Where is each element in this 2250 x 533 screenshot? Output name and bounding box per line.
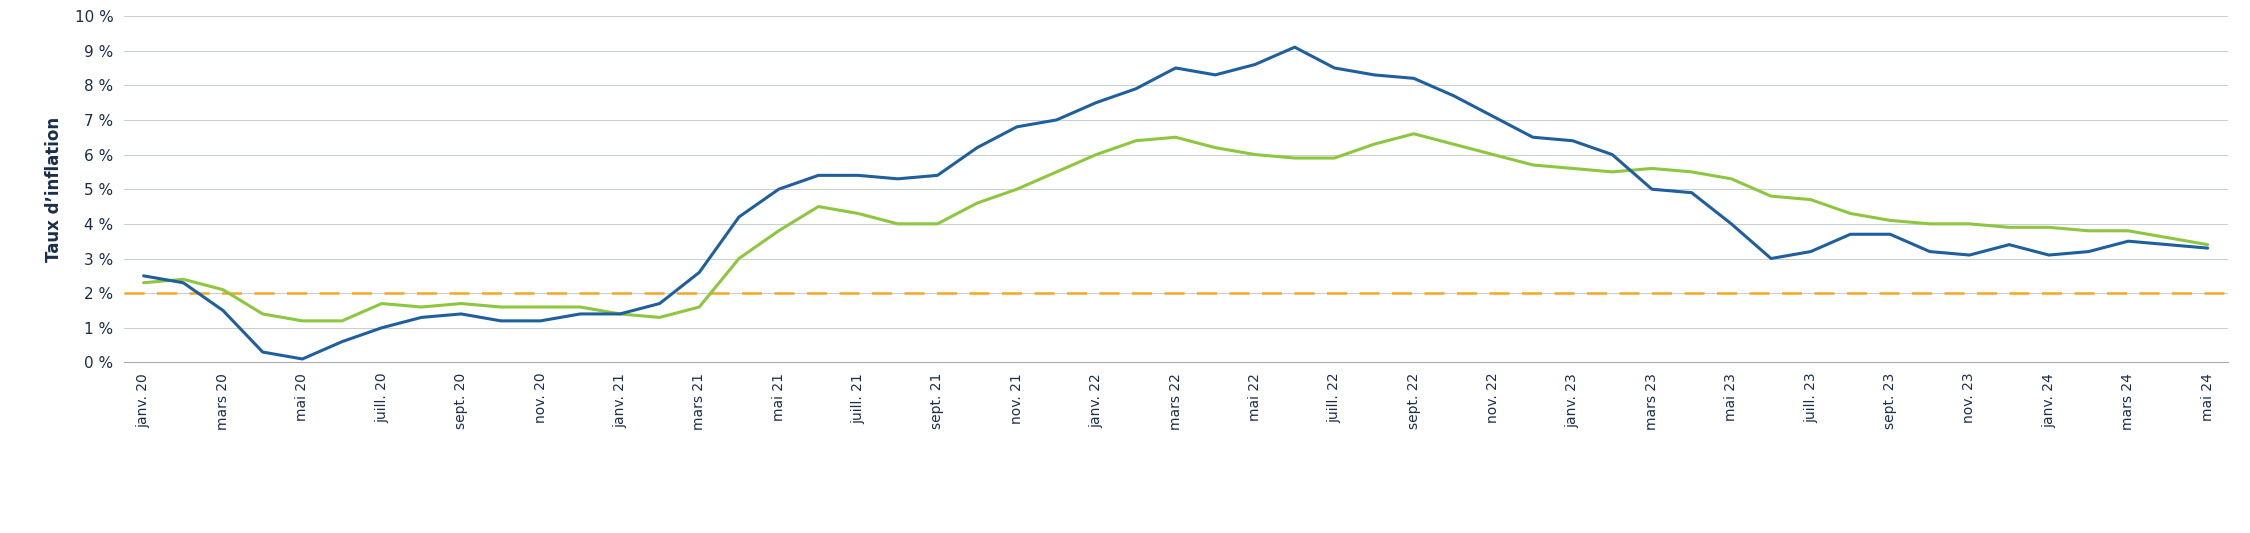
Y-axis label: Taux d’inflation: Taux d’inflation — [45, 117, 63, 262]
